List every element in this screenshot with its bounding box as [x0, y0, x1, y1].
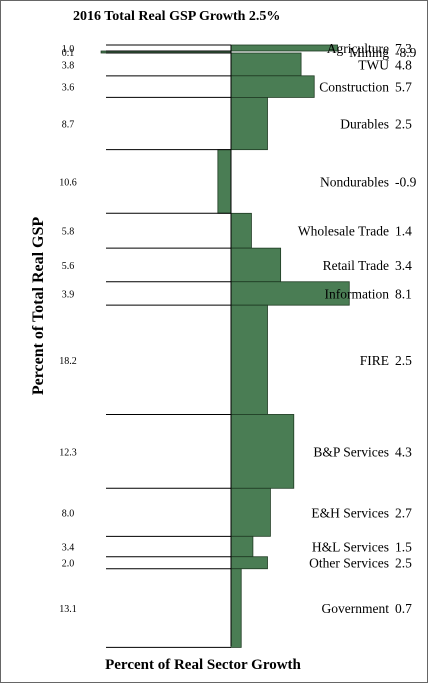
bar-government: [230, 568, 242, 648]
share-label-construction: 3.6: [62, 83, 75, 94]
bar-bandp-services: [230, 414, 295, 489]
growth-label-durables: 2.5: [395, 117, 412, 132]
category-label-bandp-services: B&P Services: [313, 444, 389, 459]
growth-label-mining: -8.9: [395, 45, 417, 60]
growth-label-handl-services: 1.5: [395, 540, 412, 555]
share-label-bandp-services: 12.3: [59, 447, 77, 458]
category-label-nondurables: Nondurables: [320, 174, 389, 189]
category-label-construction: Construction: [319, 80, 389, 95]
growth-label-construction: 5.7: [395, 80, 412, 95]
growth-label-eandh-services: 2.7: [395, 505, 412, 520]
share-label-nondurables: 10.6: [59, 177, 77, 188]
share-label-eandh-services: 8.0: [62, 508, 75, 519]
growth-label-agriculture: 7.3: [395, 41, 412, 56]
growth-label-government: 0.7: [395, 601, 412, 616]
category-label-handl-services: H&L Services: [312, 540, 389, 555]
category-label-eandh-services: E&H Services: [311, 505, 389, 520]
bar-retail-trade: [230, 247, 282, 283]
share-label-mining: 0.1: [62, 48, 75, 59]
category-label-twu: TWU: [358, 57, 389, 72]
bar-wholesale-trade: [230, 212, 252, 249]
bar-durables: [230, 97, 268, 151]
bar-eandh-services: [230, 487, 271, 537]
category-label-other-services: Other Services: [309, 556, 389, 571]
growth-label-other-services: 2.5: [395, 556, 412, 571]
share-label-handl-services: 3.4: [62, 543, 75, 554]
bar-other-services: [230, 556, 268, 570]
share-label-other-services: 2.0: [62, 559, 75, 570]
growth-label-nondurables: -0.9: [395, 174, 417, 189]
share-label-agriculture: 1.0: [62, 44, 75, 55]
share-label-government: 13.1: [59, 604, 77, 615]
category-label-fire: FIRE: [360, 353, 389, 368]
share-label-twu: 3.8: [62, 60, 75, 71]
growth-label-bandp-services: 4.3: [395, 444, 412, 459]
share-label-wholesale-trade: 5.8: [62, 227, 75, 238]
category-label-government: Government: [322, 601, 390, 616]
category-label-durables: Durables: [340, 117, 389, 132]
bar-construction: [230, 75, 315, 98]
category-label-retail-trade: Retail Trade: [323, 258, 389, 273]
category-label-mining: Mining: [349, 45, 389, 60]
growth-label-information: 8.1: [395, 286, 412, 301]
share-label-fire: 18.2: [59, 356, 77, 367]
category-label-agriculture: Agriculture: [327, 41, 389, 56]
bar-nondurables: [217, 149, 232, 214]
growth-label-fire: 2.5: [395, 353, 412, 368]
bar-fire: [230, 304, 268, 415]
chart-title: 2016 Total Real GSP Growth 2.5%: [73, 9, 281, 24]
bar-handl-services: [230, 535, 254, 558]
share-label-durables: 8.7: [62, 120, 75, 131]
growth-label-twu: 4.8: [395, 57, 412, 72]
growth-label-wholesale-trade: 1.4: [395, 224, 412, 239]
category-label-information: Information: [325, 286, 390, 301]
bar-agriculture: [230, 44, 338, 52]
share-label-retail-trade: 5.6: [62, 261, 75, 272]
share-label-information: 3.9: [62, 289, 75, 300]
y-axis-label: Percent of Total Real GSP: [30, 216, 47, 396]
growth-label-retail-trade: 3.4: [395, 258, 412, 273]
bar-twu: [230, 52, 302, 77]
x-axis-label: Percent of Real Sector Growth: [105, 657, 301, 673]
category-label-wholesale-trade: Wholesale Trade: [298, 224, 389, 239]
